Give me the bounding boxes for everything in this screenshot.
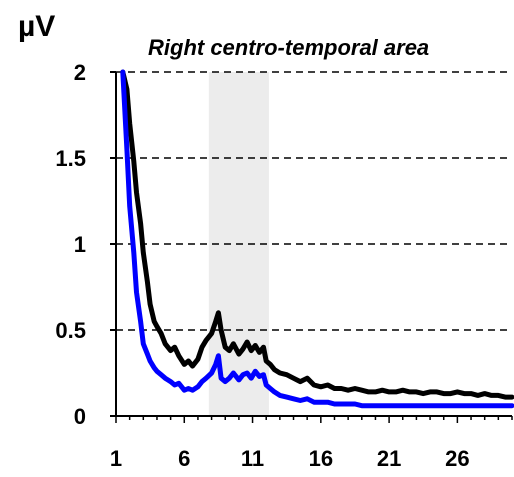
y-tick-label: 1.5 [55,146,86,171]
series-line-blue [120,69,514,409]
series-layer [120,69,514,409]
series-line-black [120,69,514,400]
x-tick-label: 6 [178,446,190,471]
x-tick-label: 11 [241,446,264,471]
axis-layer [110,71,513,423]
chart-title: Right centro-temporal area [148,35,429,60]
x-tick-label: 26 [445,446,469,471]
y-axis-unit-label: µV [18,10,55,43]
gridline-layer [116,71,512,331]
x-tick-label: 21 [377,446,401,471]
tick-label-layer: 00.511.521 6 11 16 21 26 [55,60,469,471]
y-tick-label: 1 [74,232,86,257]
x-tick-label: 1 [110,446,122,471]
x-tick-label: 16 [309,446,333,471]
y-tick-label: 0 [74,404,86,429]
y-tick-label: 2 [74,60,86,85]
y-tick-label: 0.5 [55,318,86,343]
